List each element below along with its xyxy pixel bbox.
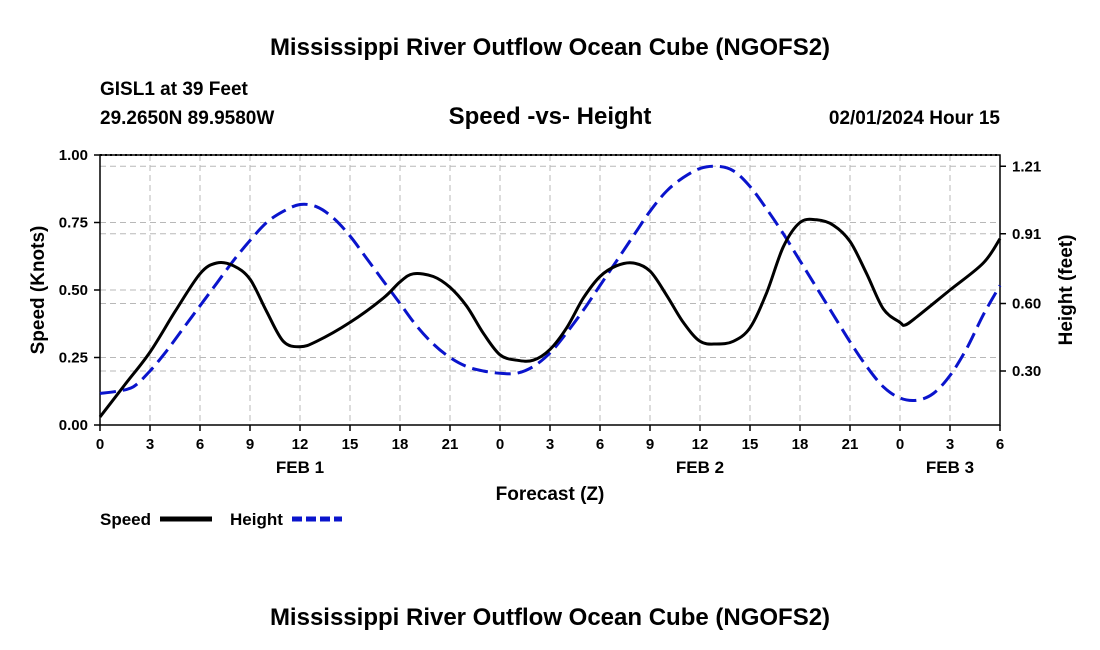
y-right-tick-label: 0.91 (1012, 226, 1041, 243)
x-tick-label: 9 (246, 436, 254, 453)
x-tick-label: 6 (596, 436, 604, 453)
y-tick-label: 1.00 (59, 147, 88, 164)
y-right-tick-label: 0.60 (1012, 296, 1041, 313)
x-tick-label: 6 (996, 436, 1004, 453)
day-label: FEB 2 (676, 458, 724, 477)
y-tick-label: 0.50 (59, 282, 88, 299)
y-right-tick-label: 0.30 (1012, 363, 1041, 380)
x-tick-label: 3 (946, 436, 954, 453)
speed-series-line (98, 217, 1002, 418)
x-tick-label: 21 (842, 436, 859, 453)
x-tick-label: 0 (896, 436, 904, 453)
x-tick-label: 18 (392, 436, 409, 453)
x-tick-label: 12 (692, 436, 709, 453)
x-tick-label: 0 (496, 436, 504, 453)
day-label: FEB 3 (926, 458, 974, 477)
legend: Speed Height (100, 510, 342, 529)
y-tick-label: 0.75 (59, 215, 88, 232)
x-axis-label: Forecast (Z) (496, 484, 605, 505)
x-tick-label: 3 (546, 436, 554, 453)
right-y-axis-label: Height (feet) (1056, 235, 1077, 346)
x-tick-label: 21 (442, 436, 459, 453)
datetime-label: 02/01/2024 Hour 15 (829, 108, 1001, 129)
right-y-axis: 0.30 0.60 0.91 1.21 (1000, 158, 1041, 380)
location-label: 29.2650N 89.9580W (100, 108, 274, 129)
x-tick-label: 12 (292, 436, 309, 453)
x-axis: 0 3 6 9 12 15 18 21 0 3 6 9 12 15 18 21 0 3 6 (96, 425, 1004, 453)
y-right-tick-label: 1.21 (1012, 158, 1041, 175)
x-tick-label: 6 (196, 436, 204, 453)
day-labels: FEB 1 FEB 2 FEB 3 (276, 458, 974, 477)
footer-title: Mississippi River Outflow Ocean Cube (NG… (270, 604, 830, 631)
left-y-axis-label: Speed (Knots) (28, 226, 49, 355)
height-series-line (99, 164, 1002, 403)
series-lines (98, 164, 1002, 418)
x-tick-label: 9 (646, 436, 654, 453)
day-label: FEB 1 (276, 458, 324, 477)
station-label: GISL1 at 39 Feet (100, 79, 249, 100)
y-tick-label: 0.25 (59, 350, 88, 367)
left-y-axis: 0.00 0.25 0.50 0.75 1.00 (59, 147, 100, 434)
legend-speed-label: Speed (100, 510, 151, 529)
x-tick-label: 15 (342, 436, 359, 453)
chart-main-title: Mississippi River Outflow Ocean Cube (NG… (270, 34, 830, 61)
x-tick-label: 0 (96, 436, 104, 453)
x-tick-label: 18 (792, 436, 809, 453)
chart-subtitle: Speed -vs- Height (449, 103, 652, 130)
grid-lines (100, 155, 1000, 425)
x-tick-label: 3 (146, 436, 154, 453)
y-tick-label: 0.00 (59, 417, 88, 434)
x-tick-label: 15 (742, 436, 759, 453)
legend-height-label: Height (230, 510, 283, 529)
